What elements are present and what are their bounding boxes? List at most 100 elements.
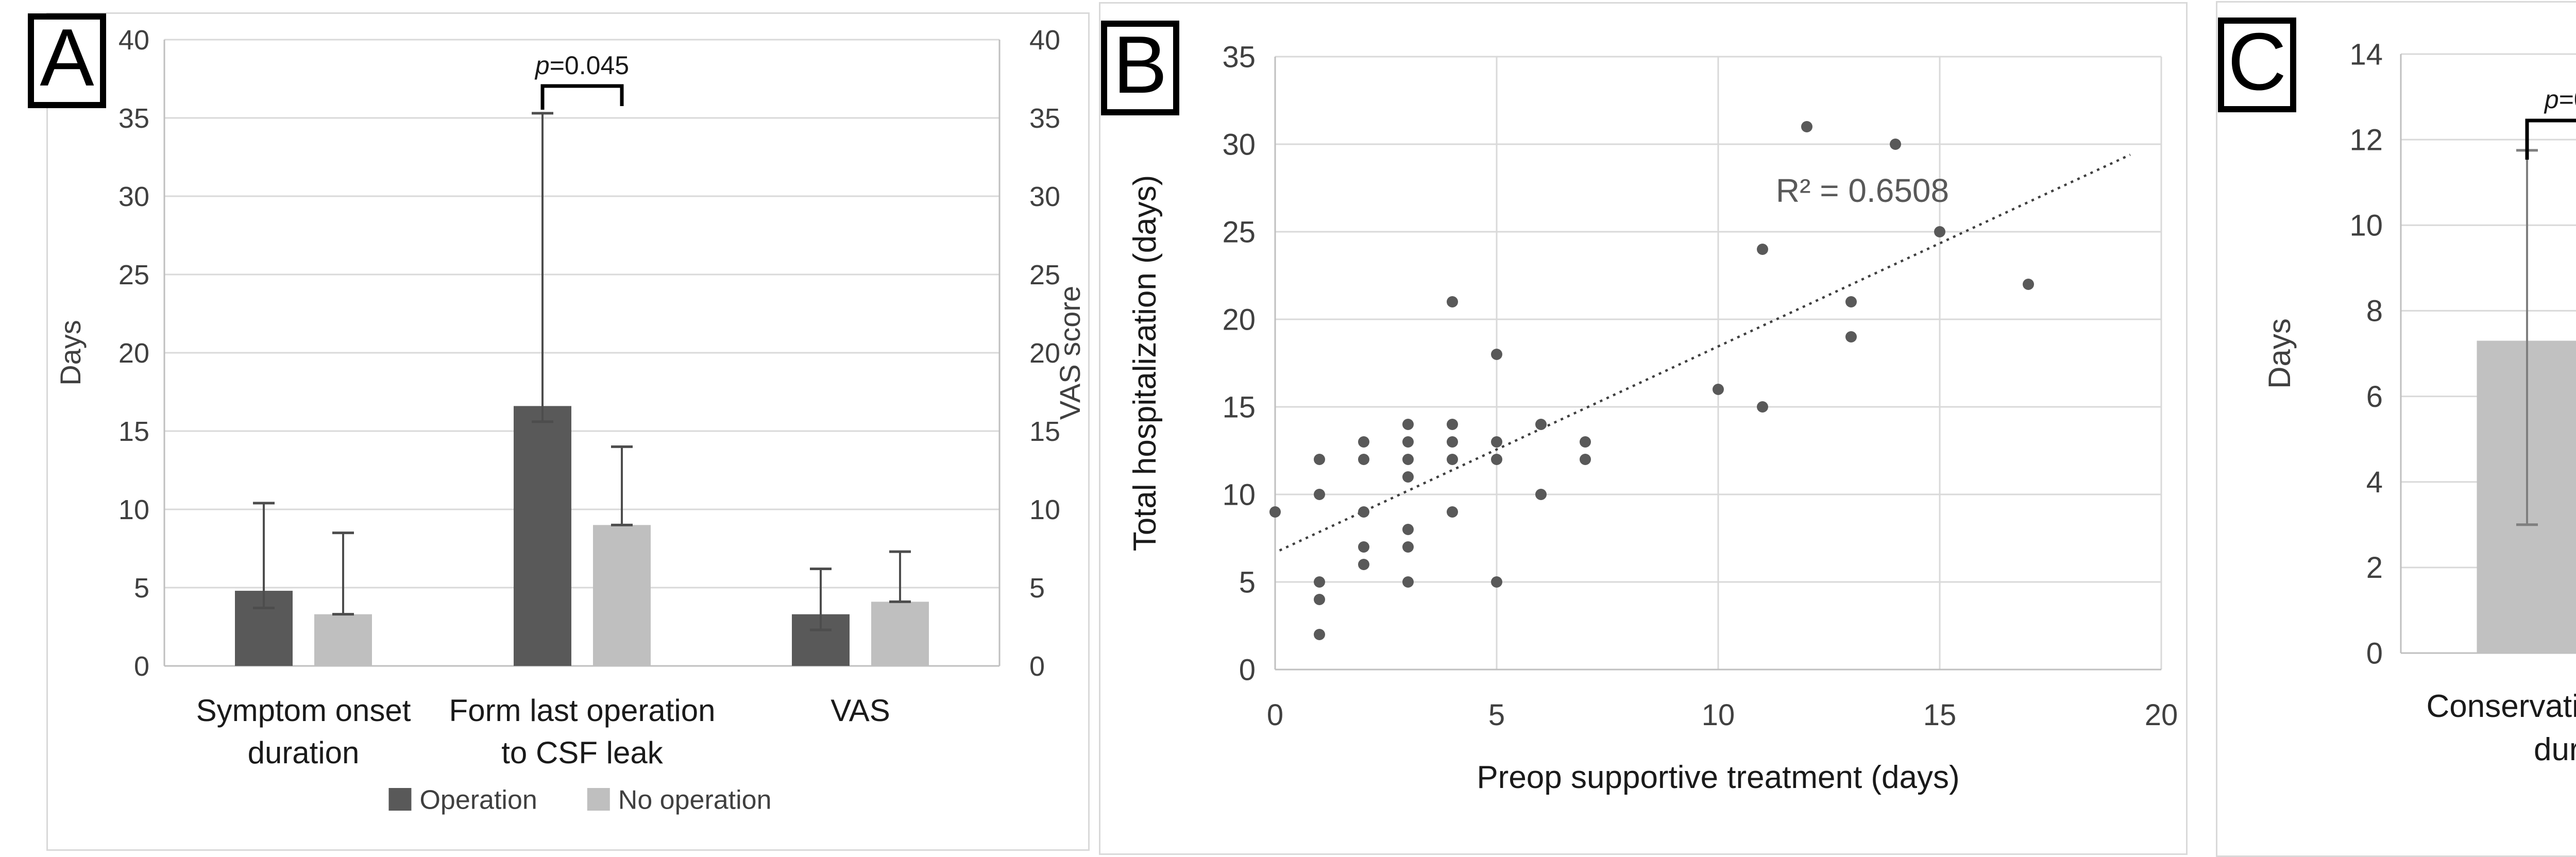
axis-titles: Preop supportive treatment (days) Total h… — [1127, 175, 1960, 795]
data-point — [1358, 541, 1369, 553]
error-bars-operation — [253, 112, 832, 631]
error-bar — [332, 532, 354, 616]
svg-text:35: 35 — [1222, 40, 1256, 74]
data-point — [1580, 454, 1591, 465]
data-point — [1314, 629, 1325, 640]
svg-text:15: 15 — [1923, 698, 1957, 732]
legend-item: No operation — [587, 785, 772, 815]
panel-c-label: C — [2227, 16, 2287, 107]
y-axis-title-left: Days — [54, 320, 87, 386]
x-tick-labels: 0 5 10 15 20 — [1267, 698, 2178, 732]
data-point — [1402, 541, 1414, 553]
svg-text:15: 15 — [1222, 390, 1256, 424]
data-point — [1314, 454, 1325, 465]
svg-text:25: 25 — [118, 260, 149, 290]
data-point — [1447, 419, 1458, 430]
data-point — [1314, 594, 1325, 605]
data-point — [1757, 401, 1768, 413]
svg-text:2: 2 — [2366, 551, 2383, 585]
svg-text:15: 15 — [118, 416, 149, 447]
svg-text:12: 12 — [2349, 123, 2383, 157]
trendline — [1279, 153, 2131, 552]
bar — [871, 602, 929, 666]
svg-text:30: 30 — [118, 181, 149, 212]
svg-text:10: 10 — [118, 494, 149, 525]
svg-text:15: 15 — [1029, 416, 1060, 447]
significance-bracket — [540, 84, 624, 110]
data-point — [1535, 419, 1547, 430]
error-bars-no-operation — [332, 445, 911, 616]
y-axis-title-right: VAS score — [1054, 286, 1086, 420]
data-point — [1491, 436, 1502, 448]
data-point — [1580, 436, 1591, 448]
bar — [314, 614, 372, 666]
svg-text:35: 35 — [118, 103, 149, 134]
panel-a: 0 5 10 15 20 25 30 35 40 0 5 10 15 20 25 30 35 40 Days VAS … — [28, 0, 1095, 857]
category-label: duration — [2534, 732, 2576, 767]
gridlines — [1275, 56, 2162, 670]
data-point — [1402, 576, 1414, 588]
svg-text:0: 0 — [1267, 698, 1283, 732]
svg-text:0: 0 — [2366, 637, 2383, 670]
svg-text:20: 20 — [118, 338, 149, 369]
data-point — [2023, 279, 2034, 290]
gridlines — [164, 39, 999, 589]
bar — [514, 406, 571, 666]
category-label: VAS — [831, 693, 890, 728]
data-point — [1934, 226, 1945, 237]
svg-text:8: 8 — [2366, 295, 2383, 328]
data-point — [1535, 489, 1547, 500]
svg-text:10: 10 — [2349, 209, 2383, 243]
bars-operation — [235, 406, 850, 666]
data-point — [1402, 471, 1414, 483]
legend-item: Operation — [388, 785, 537, 815]
data-point — [1713, 384, 1724, 395]
svg-text:10: 10 — [1029, 494, 1060, 525]
data-point — [1447, 436, 1458, 448]
panel-b-label: B — [1113, 20, 1167, 110]
data-point — [1402, 436, 1414, 448]
x-axis-title: Preop supportive treatment (days) — [1477, 760, 1959, 795]
error-bar — [532, 112, 553, 423]
category-label: Symptom onset — [196, 693, 411, 728]
svg-text:25: 25 — [1222, 215, 1256, 249]
category-label: Form last operation — [449, 693, 716, 728]
panel-a-frame — [46, 12, 1090, 851]
y-tick-labels-left: 0 5 10 15 20 25 30 35 40 — [118, 25, 149, 682]
bar — [593, 525, 651, 666]
panel-b: 0 5 10 15 20 25 30 35 0 5 10 15 20 Preop supportive t… — [1095, 0, 2193, 857]
svg-text:0: 0 — [1239, 653, 1256, 687]
r-squared-annotation: R² = 0.6508 — [1776, 172, 1949, 209]
svg-text:30: 30 — [1222, 128, 1256, 161]
data-point — [1447, 506, 1458, 518]
svg-text:20: 20 — [1029, 338, 1060, 369]
data-point — [1358, 454, 1369, 465]
axis-lines — [163, 40, 1001, 667]
data-point — [1801, 121, 1812, 132]
data-point — [1845, 331, 1857, 342]
panel-c-label-box: C — [2218, 18, 2296, 112]
svg-text:5: 5 — [134, 573, 149, 604]
svg-text:25: 25 — [1029, 260, 1060, 290]
data-point — [1491, 349, 1502, 360]
svg-text:5: 5 — [1488, 698, 1505, 732]
panel-b-frame — [1099, 2, 2188, 855]
svg-text:35: 35 — [1029, 103, 1060, 134]
error-bar — [889, 550, 911, 603]
axis-titles: Days VAS score — [54, 286, 1086, 420]
y-axis-title: Total hospitalization (days) — [1127, 175, 1163, 552]
category-label: duration — [248, 735, 360, 770]
panel-c-chart: 0 2 4 6 8 10 12 14 Days Conservative treatment dur… — [2262, 38, 2576, 767]
svg-text:5: 5 — [1239, 565, 1256, 599]
data-point — [1845, 296, 1857, 307]
data-point — [1402, 524, 1414, 535]
svg-text:0: 0 — [134, 651, 149, 682]
legend-label-0: Operation — [419, 785, 537, 815]
data-point — [1890, 139, 1901, 150]
data-point — [1491, 454, 1502, 465]
p-value-label: p=0.020 — [2544, 85, 2576, 114]
error-bar — [253, 502, 275, 610]
y-axis-title-left: Days — [2262, 318, 2297, 389]
legend: Operation No operation — [388, 785, 772, 815]
